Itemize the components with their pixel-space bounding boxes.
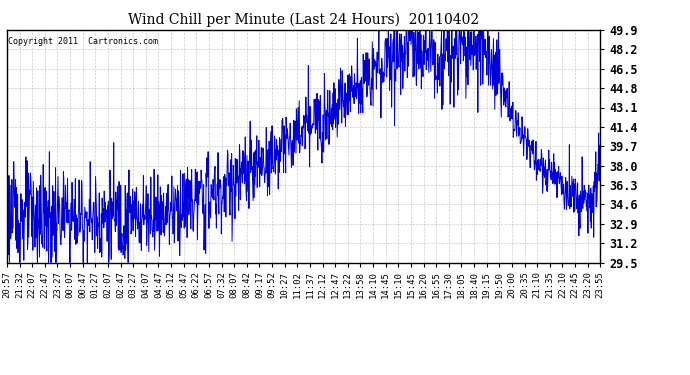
Text: Copyright 2011  Cartronics.com: Copyright 2011 Cartronics.com [8, 37, 158, 46]
Title: Wind Chill per Minute (Last 24 Hours)  20110402: Wind Chill per Minute (Last 24 Hours) 20… [128, 13, 479, 27]
